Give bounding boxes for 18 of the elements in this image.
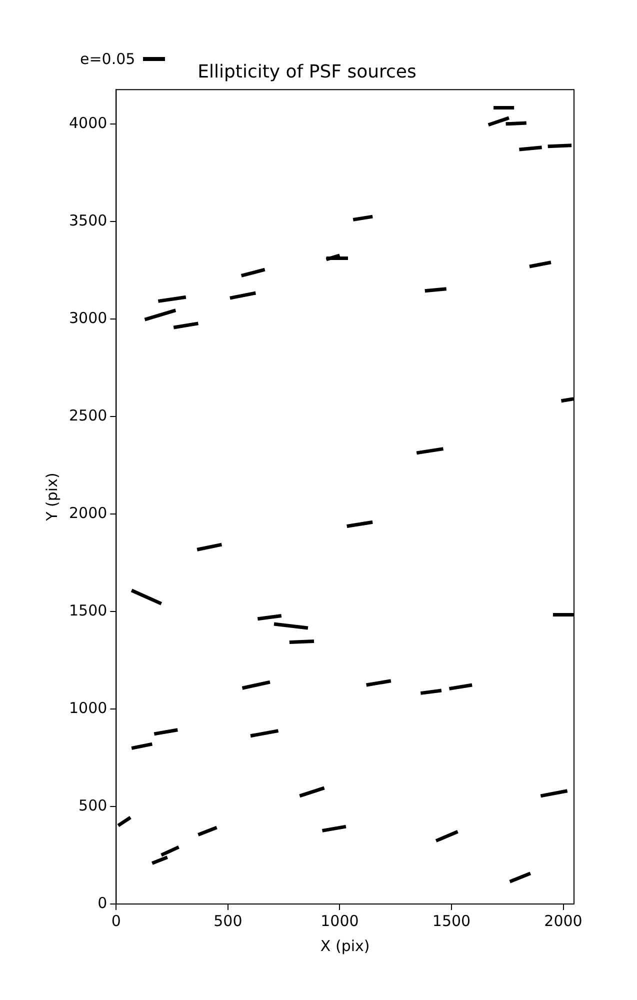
y-tick-label: 1000 (68, 698, 108, 717)
text: e=0.05 (80, 50, 136, 68)
x-tick-label: 1500 (432, 912, 471, 930)
y-tick-label: 2500 (68, 406, 108, 424)
y-tick-label: 3000 (68, 308, 108, 327)
y-tick-label: 4000 (68, 114, 108, 132)
y-tick-label: 500 (78, 796, 108, 814)
x-tick-label: 2000 (544, 912, 582, 930)
x-axis-title: X (pix) (320, 936, 370, 955)
x-tick-label: 1000 (320, 912, 359, 930)
y-tick-label: 1500 (68, 601, 108, 620)
y-tick-label: 0 (98, 894, 108, 912)
y-tick-label: 3500 (68, 211, 108, 230)
y-axis-title: Y (pix) (42, 472, 61, 522)
x-tick-label: 0 (111, 912, 121, 930)
chart-title: Ellipticity of PSF sources (198, 61, 416, 82)
x-tick-label: 500 (214, 912, 242, 930)
y-tick-label: 2000 (68, 504, 108, 522)
